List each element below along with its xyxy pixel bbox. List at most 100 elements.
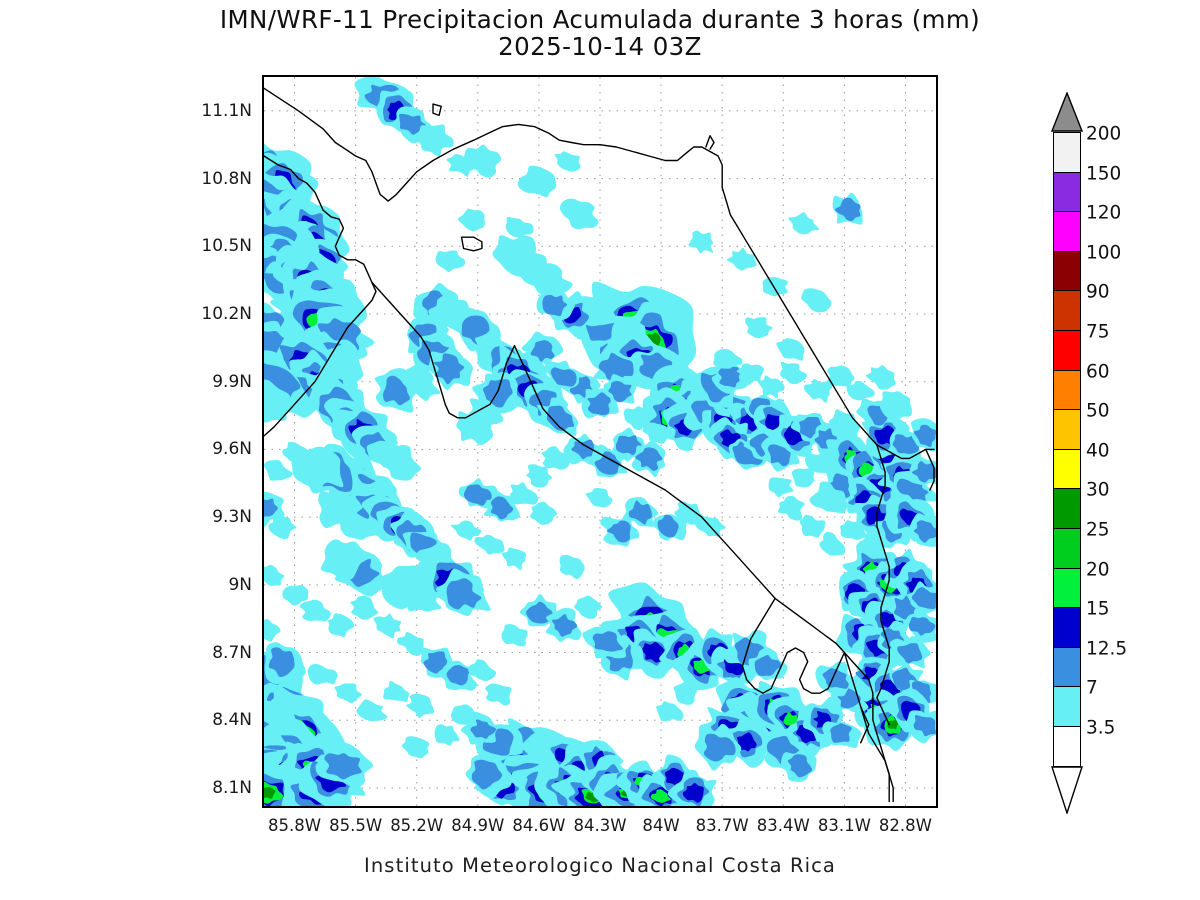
precipitation-contour-band — [897, 643, 923, 665]
precipitation-contour-band — [641, 641, 665, 663]
precipitation-contour-band — [908, 616, 936, 636]
x-axis-tick-label: 84.3W — [573, 816, 627, 835]
footer-credit: Instituto Meteorologico Nacional Costa R… — [364, 854, 836, 877]
colorbar-swatch — [1053, 171, 1081, 213]
precipitation-contour-band — [858, 532, 886, 556]
precipitation-contour-band — [571, 439, 594, 460]
precipitation-contour-band — [830, 723, 852, 743]
precipitation-contour-band — [541, 446, 570, 470]
colorbar-tick-label: 60 — [1086, 361, 1110, 383]
precipitation-contour-band — [464, 144, 502, 178]
precipitation-contour-band — [592, 631, 624, 652]
precipitation-contour-band — [282, 441, 310, 463]
precipitation-contour-band — [320, 539, 371, 580]
precipitation-contour-band — [799, 514, 826, 538]
precipitation-contour-band — [608, 381, 632, 403]
precipitation-contour-band — [656, 701, 684, 722]
precipitation-contour-band — [791, 468, 815, 488]
precipitation-contour-band — [628, 500, 652, 525]
precipitation-contour-band — [623, 406, 651, 431]
colorbar-swatch — [1053, 567, 1081, 609]
precipitation-contour-band — [264, 379, 291, 423]
x-axis-tick-label: 83.1W — [817, 816, 871, 835]
precipitation-contour-band — [673, 681, 698, 705]
precipitation-contour-band — [483, 379, 513, 408]
precipitation-contour-band — [674, 501, 705, 525]
precipitation-contour-band — [396, 631, 424, 656]
precipitation-contour-band — [530, 340, 555, 362]
precipitation-contour-band — [834, 197, 861, 222]
precipitation-map-svg — [264, 77, 936, 806]
colorbar-swatch — [1053, 409, 1081, 450]
precipitation-contour-band — [433, 353, 465, 385]
precipitation-contour-band — [412, 124, 454, 157]
precipitation-contour-band — [554, 151, 581, 172]
precipitation-contour-band — [446, 153, 475, 177]
precipitation-contour-band — [754, 655, 781, 677]
precipitation-contour-band — [879, 391, 912, 421]
x-axis-tick-label: 84W — [642, 816, 680, 835]
precipitation-contour-band — [550, 367, 577, 387]
coastline-path — [876, 444, 890, 726]
colorbar-tick-label: 75 — [1086, 321, 1110, 343]
precipitation-contour-band — [726, 247, 757, 271]
precipitation-contour-band — [587, 392, 612, 416]
colorbar-tick-label: 150 — [1086, 163, 1122, 185]
colorbar-swatch — [1053, 607, 1081, 648]
precipitation-contour-band — [264, 498, 278, 517]
x-axis-tick-label: 84.9W — [451, 816, 505, 835]
precipitation-contour-band — [379, 444, 422, 481]
colorbar-tick-label: 7 — [1086, 677, 1098, 699]
precipitation-contour-band — [913, 424, 936, 447]
colorbar-swatch — [1053, 290, 1081, 331]
precipitation-contour-band — [911, 587, 936, 609]
coastline-path — [264, 87, 723, 202]
precipitation-contour-band — [501, 547, 526, 571]
precipitation-contour-band — [529, 501, 557, 525]
y-axis-tick-label: 8.4N — [212, 710, 252, 731]
precipitation-contour-band — [809, 481, 848, 514]
coastline-path — [264, 281, 377, 437]
precipitation-contour-band — [517, 165, 557, 198]
x-axis-labels: 85.8W 85.5W 85.2W 84.9W 84.6W 84.3W 84W 83.7W 83… — [0, 816, 1200, 842]
precipitation-contour-band — [713, 348, 743, 369]
precipitation-contour-band — [299, 599, 331, 622]
precipitation-contour-band — [423, 651, 448, 674]
coastline-borders — [264, 87, 935, 803]
precipitation-contour-band — [268, 647, 295, 678]
colorbar-swatch — [1053, 528, 1081, 569]
plot-frame — [262, 75, 938, 808]
colorbar-tick-label: 200 — [1086, 123, 1122, 145]
coastline-path — [371, 281, 491, 419]
colorbar-tick-label: 100 — [1086, 242, 1122, 264]
colorbar-swatch — [1053, 330, 1081, 371]
colorbar-swatch — [1053, 250, 1081, 292]
precipitation-contour-band — [846, 381, 875, 401]
colorbar-tick-label: 50 — [1086, 400, 1110, 422]
precipitation-contour-band — [559, 554, 585, 580]
colorbar-tick-label: 25 — [1086, 519, 1110, 541]
coastline-path — [925, 448, 935, 491]
x-axis-tick-label: 82.8W — [878, 816, 932, 835]
coastline-path — [721, 186, 935, 460]
precipitation-contour-band — [446, 578, 482, 610]
x-axis-tick-label: 83.7W — [695, 816, 749, 835]
precipitation-contour-band — [551, 614, 578, 637]
precipitation-contour-band — [505, 216, 534, 239]
x-axis-tick-label: 85.8W — [268, 816, 322, 835]
map-plot-area — [262, 75, 938, 808]
colorbar-tick-label: 40 — [1086, 440, 1110, 462]
precipitation-contour-band — [450, 520, 482, 541]
precipitation-contour-band — [398, 578, 442, 612]
precipitation-contour-band — [307, 664, 338, 685]
y-axis-tick-label: 10.5N — [201, 236, 252, 257]
x-axis-tick-label: 85.2W — [390, 816, 444, 835]
precipitation-contour-band — [532, 263, 573, 299]
precipitation-contour-band — [757, 375, 785, 399]
x-axis-tick-label: 84.6W — [512, 816, 566, 835]
title-line-2: 2025-10-14 03Z — [498, 32, 702, 62]
colorbar-tick-label: 90 — [1086, 281, 1110, 303]
x-axis-tick-label: 85.5W — [329, 816, 383, 835]
precipitation-contour-band — [767, 444, 791, 467]
precipitation-contour-band — [598, 352, 634, 384]
